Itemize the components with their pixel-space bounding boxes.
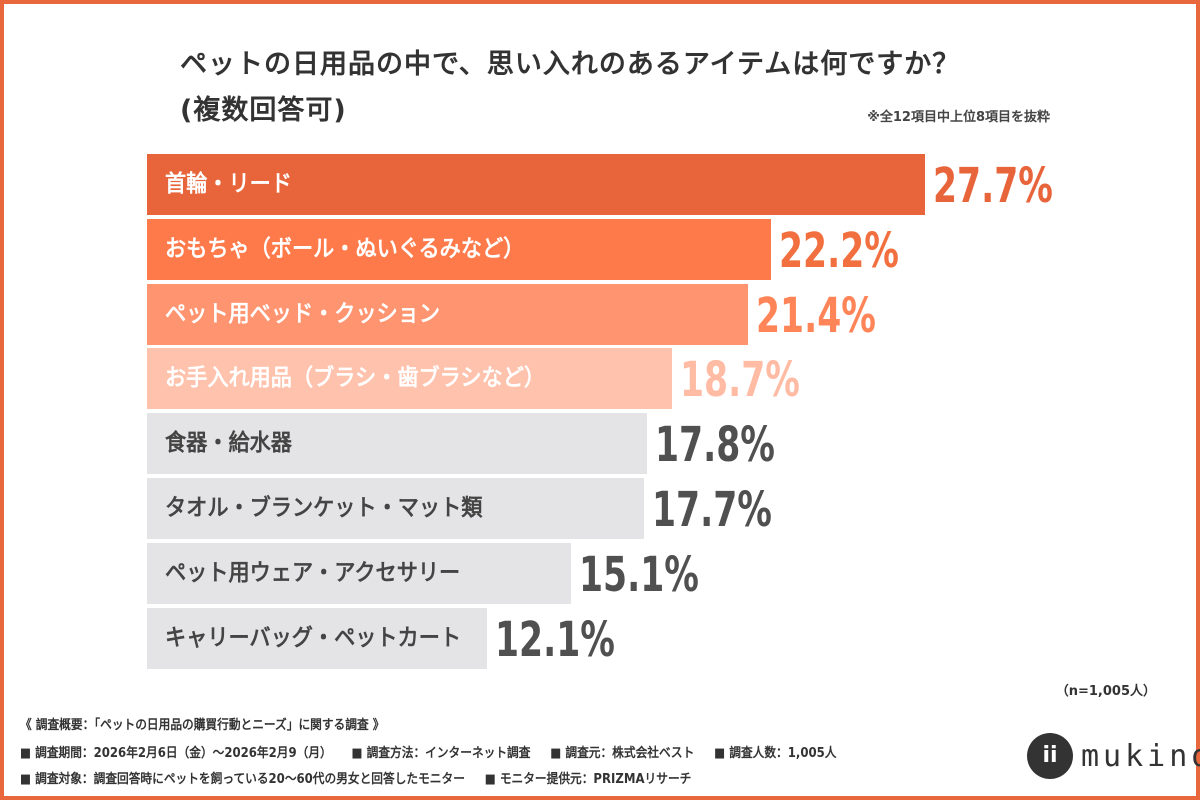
- bar: お手入れ用品（ブラシ・歯ブラシなど）: [147, 348, 673, 410]
- survey-target: ■ 調査対象：調査回答時にペットを飼っている20〜60代の男女と回答したモニター: [20, 772, 465, 787]
- bar: ペット用ベッド・クッション: [147, 283, 749, 345]
- mukino-logo: ii mukino: [1027, 733, 1200, 779]
- data-label: 27.7%: [933, 158, 1054, 214]
- bar-label: 首輪・リード: [165, 171, 292, 197]
- survey-details-line-2: ■ 調査対象：調査回答時にペットを飼っている20〜60代の男女と回答したモニター…: [20, 768, 711, 787]
- bar-chart: 首輪・リード 27.7% おもちゃ（ボール・ぬいぐるみなど） 22.2% ペット用ベッド…: [147, 154, 1147, 674]
- data-label: 21.4%: [756, 287, 877, 344]
- survey-heading: 《 調査概要：「ペットの日用品の購買行動とニーズ」に関する調査 》: [20, 718, 385, 733]
- chart-note: ※全12項目中上位8項目を抜粋: [867, 110, 1050, 125]
- bar-label: ペット用ベッド・クッション: [165, 300, 441, 327]
- bar: キャリーバッグ・ペットカート: [147, 607, 487, 669]
- title-line-2: (複数回答可): [180, 95, 347, 126]
- bar-label: おもちゃ（ボール・ぬいぐるみなど）: [165, 235, 525, 262]
- survey-period: ■ 調査期間：2026年2月6日（金）〜2026年2月9（月）: [20, 746, 332, 761]
- bar-label: お手入れ用品（ブラシ・歯ブラシなど）: [165, 365, 546, 392]
- bar-label: キャリーバッグ・ペットカート: [165, 624, 462, 651]
- survey-method: ■ 調査方法：インターネット調査: [351, 746, 531, 761]
- sample-size: （n=1,005人）: [1055, 684, 1156, 699]
- data-label: 15.1%: [579, 546, 700, 603]
- bar-label: 食器・給水器: [165, 430, 292, 457]
- survey-details-line-1: ■ 調査期間：2026年2月6日（金）〜2026年2月9（月） ■ 調査方法：イン…: [20, 742, 856, 761]
- chart-title: ペットの日用品の中で、思い入れのあるアイテムは何ですか？ (複数回答可): [180, 42, 960, 134]
- bar-label: タオル・ブランケット・マット類: [165, 495, 483, 521]
- bar-label: ペット用ウェア・アクセサリー: [165, 559, 461, 586]
- data-label: 17.8%: [655, 417, 776, 474]
- survey-source: ■ 調査元：株式会社ベスト: [550, 746, 695, 761]
- bar: 首輪・リード: [147, 154, 926, 215]
- data-label: 17.7%: [652, 482, 773, 538]
- survey-count: ■ 調査人数：1,005人: [714, 746, 837, 761]
- data-label: 22.2%: [778, 222, 899, 279]
- bar: ペット用ウェア・アクセサリー: [147, 542, 572, 604]
- bar: おもちゃ（ボール・ぬいぐるみなど）: [147, 218, 771, 280]
- data-label: 18.7%: [680, 352, 801, 409]
- logo-mark-icon: ii: [1027, 733, 1073, 779]
- title-line-1: ペットの日用品の中で、思い入れのあるアイテムは何ですか？: [180, 49, 961, 80]
- bar: 食器・給水器: [147, 413, 648, 475]
- survey-provider: ■ モニター提供元：PRIZMAリサーチ: [484, 772, 692, 787]
- data-label: 12.1%: [495, 611, 615, 668]
- logo-text: mukino: [1081, 738, 1200, 774]
- bar: タオル・ブランケット・マット類: [147, 478, 645, 539]
